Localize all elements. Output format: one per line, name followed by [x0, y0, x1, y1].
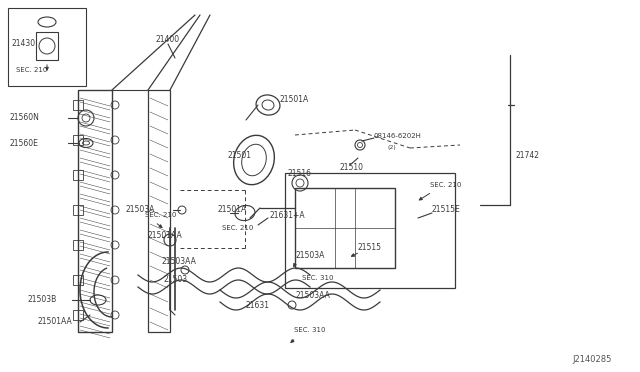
Text: 21501A: 21501A — [280, 96, 309, 105]
Bar — [73, 170, 83, 180]
Text: SEC. 310: SEC. 310 — [294, 327, 326, 333]
Text: SEC. 310: SEC. 310 — [302, 275, 333, 281]
Text: 21631+A: 21631+A — [270, 211, 306, 219]
Text: 21501AA: 21501AA — [148, 231, 183, 240]
Text: 21503: 21503 — [164, 276, 188, 285]
Bar — [78, 90, 112, 332]
Bar — [73, 100, 83, 110]
Text: 21560N: 21560N — [10, 113, 40, 122]
Text: 21503B: 21503B — [28, 295, 57, 305]
Text: SEC. 210: SEC. 210 — [145, 212, 177, 218]
Bar — [36, 32, 58, 60]
Bar — [73, 240, 83, 250]
Text: (2): (2) — [388, 145, 397, 151]
Text: 21503A: 21503A — [295, 250, 324, 260]
Bar — [73, 205, 83, 215]
Text: 21515E: 21515E — [432, 205, 461, 215]
Bar — [73, 135, 83, 145]
Text: 21742: 21742 — [515, 151, 539, 160]
Text: SEC. 210: SEC. 210 — [222, 225, 253, 231]
Text: 08146-6202H: 08146-6202H — [374, 133, 422, 139]
Text: 21501A: 21501A — [218, 205, 247, 215]
Text: 21516: 21516 — [288, 169, 312, 177]
Text: 21400: 21400 — [155, 35, 179, 45]
Text: J2140285: J2140285 — [572, 356, 611, 365]
Bar — [295, 188, 395, 268]
Text: 21560E: 21560E — [10, 138, 39, 148]
Bar — [8, 8, 86, 86]
Text: SEC. 210: SEC. 210 — [16, 67, 47, 73]
Text: 21501AA: 21501AA — [38, 317, 73, 327]
Text: 21631: 21631 — [245, 301, 269, 310]
Text: SEC. 210: SEC. 210 — [430, 182, 461, 188]
Text: 21515: 21515 — [358, 244, 382, 253]
Bar — [285, 173, 455, 288]
Text: 21430: 21430 — [12, 39, 36, 48]
Text: 21510: 21510 — [340, 164, 364, 173]
Text: 21503A: 21503A — [125, 205, 154, 215]
Bar — [73, 310, 83, 320]
Bar — [73, 275, 83, 285]
Text: 21503AA: 21503AA — [162, 257, 197, 266]
Text: 21501: 21501 — [228, 151, 252, 160]
Text: 21503AA: 21503AA — [295, 291, 330, 299]
Bar — [148, 90, 170, 332]
